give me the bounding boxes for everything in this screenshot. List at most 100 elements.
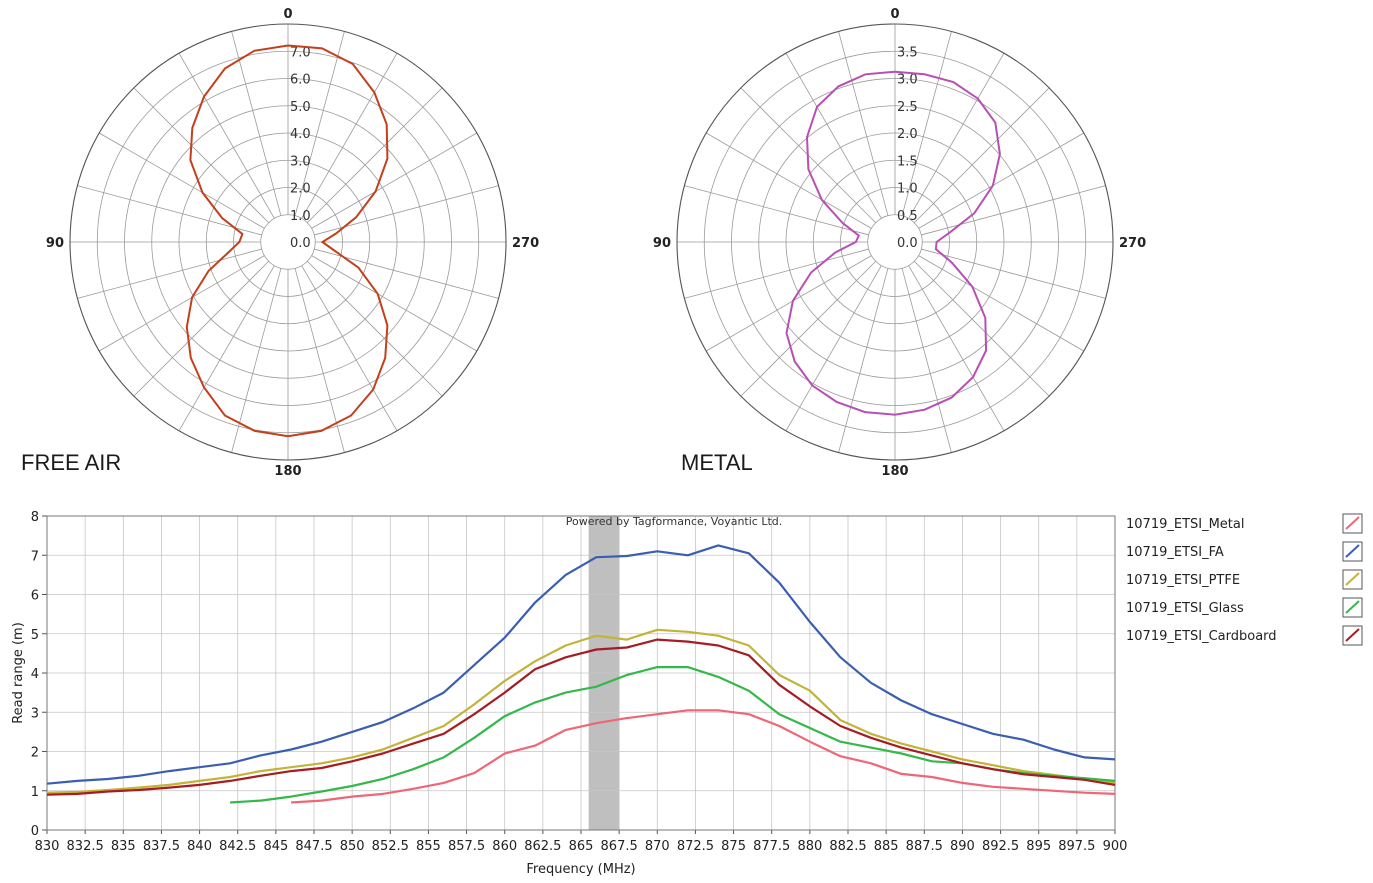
series-line [46, 628, 1116, 794]
y-tick-label: 3 [31, 706, 39, 721]
polar-ring [731, 78, 1059, 406]
polar-spoke [785, 265, 882, 431]
y-tick-label: 2 [31, 746, 39, 761]
polar-angle-label: 0 [890, 7, 899, 22]
legend-label: 10719_ETSI_PTFE [1126, 573, 1240, 588]
y-tick-label: 0 [31, 824, 39, 839]
x-tick-label: 830 [35, 839, 60, 854]
legend-label: 10719_ETSI_Cardboard [1126, 629, 1277, 644]
polar-spoke [706, 255, 872, 352]
polar-spoke [901, 31, 952, 216]
polar-radial-tick-label: 5.0 [290, 100, 311, 115]
x-tick-label: 867.5 [601, 839, 638, 854]
polar-spoke [311, 132, 477, 229]
polar-ring [758, 105, 1032, 379]
polar-spoke [178, 53, 275, 219]
polar-radial-tick-label: 2.0 [290, 182, 311, 197]
x-tick-label: 855 [416, 839, 441, 854]
x-tick-label: 842.5 [219, 839, 256, 854]
x-tick-label: 890 [950, 839, 975, 854]
polar-radial-tick-label: 0.0 [897, 236, 918, 251]
x-tick-label: 877.5 [753, 839, 790, 854]
y-tick-label: 7 [31, 549, 39, 564]
polar-spoke [921, 185, 1106, 236]
x-tick-label: 847.5 [295, 839, 332, 854]
polar-angle-label: 180 [881, 464, 908, 479]
polar-radial-tick-label: 0.5 [897, 209, 918, 224]
x-tick-label: 850 [340, 839, 365, 854]
polar-angle-label: 90 [653, 236, 671, 251]
polar-ring [676, 23, 1114, 461]
polar-plot-metal: 0.0 0.5 1.0 1.5 2.0 2.5 3.0 3.5 0 90 180 270 [653, 7, 1146, 479]
polar-spoke [706, 132, 872, 229]
polar-radial-tick-label: 2.5 [897, 100, 918, 115]
polar-spoke [918, 132, 1084, 229]
polar-spoke [913, 87, 1050, 224]
polar-spoke [684, 185, 869, 236]
x-tick-label: 860 [492, 839, 517, 854]
polar-ring [867, 214, 923, 270]
polar-spoke [306, 260, 443, 397]
polar-ring [124, 78, 452, 406]
x-tick-label: 862.5 [524, 839, 561, 854]
polar-spoke [740, 260, 877, 397]
polar-angle-label: 270 [512, 236, 539, 251]
y-tick-label: 5 [31, 628, 39, 643]
y-tick-label: 4 [31, 667, 39, 682]
polar-ring [703, 50, 1087, 434]
x-tick-label: 852.5 [372, 839, 409, 854]
legend-swatch-line [1345, 544, 1360, 558]
polar-angle-label: 270 [1119, 236, 1146, 251]
x-tick-label: 840 [187, 839, 212, 854]
polar-spoke [838, 31, 889, 216]
legend-swatch-line [1345, 600, 1360, 614]
polar-caption-free-air: FREE AIR [21, 450, 122, 475]
x-tick-label: 832.5 [67, 839, 104, 854]
x-tick-label: 875 [721, 839, 746, 854]
polar-spoke [684, 248, 869, 299]
x-tick-label: 892.5 [982, 839, 1019, 854]
polar-radial-tick-label: 3.0 [897, 73, 918, 88]
series-line [46, 544, 1116, 785]
x-tick-label: 882.5 [829, 839, 866, 854]
polar-angle-label: 0 [283, 7, 292, 22]
x-tick-label: 880 [797, 839, 822, 854]
polar-ring [205, 159, 371, 325]
series-line [291, 709, 1116, 804]
polar-ring [151, 105, 425, 379]
polar-plot-free-air: 0.0 1.0 2.0 3.0 4.0 5.0 6.0 7.0 0 90 180 270 [46, 7, 539, 479]
polar-spoke [294, 31, 345, 216]
polar-spoke [838, 268, 889, 453]
x-tick-label: 872.5 [677, 839, 714, 854]
x-tick-label: 857.5 [448, 839, 485, 854]
polar-spoke [921, 248, 1106, 299]
polar-spoke [77, 185, 262, 236]
series-line [230, 665, 1116, 804]
legend-swatch-line [1345, 572, 1360, 586]
polar-ring [233, 187, 343, 297]
polar-ring [69, 23, 507, 461]
legend-swatch-line [1345, 628, 1360, 642]
polar-ring [812, 159, 978, 325]
polar-spoke [918, 255, 1084, 352]
polar-data-trace [785, 70, 1001, 416]
series-line [46, 638, 1116, 796]
plot-frame [46, 515, 1116, 831]
x-tick-label: 865 [569, 839, 594, 854]
polar-spoke [311, 255, 477, 352]
polar-spoke [99, 132, 265, 229]
polar-angle-label: 90 [46, 236, 64, 251]
polar-radial-tick-label: 3.5 [897, 45, 918, 60]
x-tick-label: 885 [874, 839, 899, 854]
x-tick-label: 870 [645, 839, 670, 854]
polar-spoke [294, 268, 345, 453]
polar-ring [96, 50, 480, 434]
polar-spoke [99, 255, 265, 352]
polar-ring [840, 187, 950, 297]
watermark-text: Powered by Tagformance, Voyantic Ltd. [566, 515, 783, 528]
x-tick-label: 900 [1103, 839, 1128, 854]
x-tick-label: 837.5 [143, 839, 180, 854]
polar-spoke [231, 268, 282, 453]
polar-spoke [301, 53, 398, 219]
polar-radial-tick-label: 3.0 [290, 154, 311, 169]
